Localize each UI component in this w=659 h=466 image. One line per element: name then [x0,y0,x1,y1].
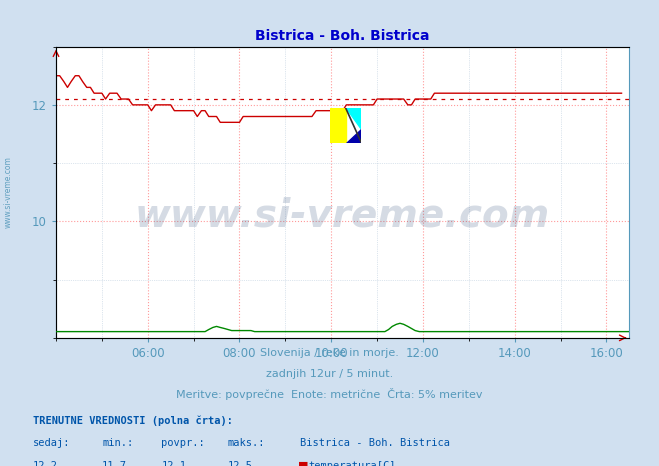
Text: zadnjih 12ur / 5 minut.: zadnjih 12ur / 5 minut. [266,370,393,379]
Text: 12,2: 12,2 [33,461,58,466]
Text: 12,5: 12,5 [227,461,252,466]
Text: Meritve: povprečne  Enote: metrične  Črta: 5% meritev: Meritve: povprečne Enote: metrične Črta:… [176,389,483,400]
Title: Bistrica - Boh. Bistrica: Bistrica - Boh. Bistrica [256,28,430,43]
Text: sedaj:: sedaj: [33,439,71,448]
Text: Slovenija / reke in morje.: Slovenija / reke in morje. [260,349,399,358]
Bar [330,108,345,143]
Polygon shape [345,129,361,143]
Text: 11,7: 11,7 [102,461,127,466]
Text: maks.:: maks.: [227,439,265,448]
Text: 12,1: 12,1 [161,461,186,466]
Text: TRENUTNE VREDNOSTI (polna črta):: TRENUTNE VREDNOSTI (polna črta): [33,416,233,426]
Text: Bistrica - Boh. Bistrica: Bistrica - Boh. Bistrica [300,439,450,448]
Text: www.si-vreme.com: www.si-vreme.com [135,197,550,234]
Text: min.:: min.: [102,439,133,448]
Polygon shape [345,108,361,129]
Text: temperatura[C]: temperatura[C] [308,461,396,466]
Text: ■: ■ [298,461,308,466]
Text: www.si-vreme.com: www.si-vreme.com [3,156,13,228]
Text: povpr.:: povpr.: [161,439,205,448]
